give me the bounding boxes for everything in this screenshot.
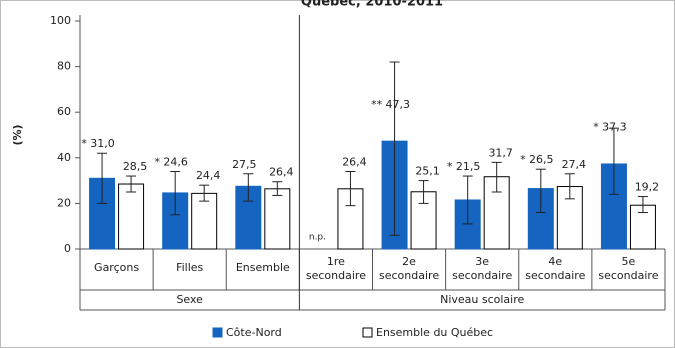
y-tick-label: 20 — [57, 196, 71, 209]
y-tick-label: 0 — [64, 242, 71, 255]
value-label: 27,5 — [232, 158, 257, 171]
value-label: * 37,3 — [593, 121, 627, 134]
value-label: * 31,0 — [81, 137, 115, 150]
y-tick-label: 40 — [57, 151, 71, 164]
y-axis-label: (%) — [11, 124, 24, 145]
x-tick-label: Filles — [176, 261, 203, 274]
group-label: Sexe — [176, 293, 203, 306]
value-label: n.p. — [309, 233, 326, 243]
value-label: 26,4 — [269, 166, 294, 179]
x-tick-label: 1re secondaire — [306, 255, 366, 282]
value-label: * 21,5 — [447, 160, 481, 173]
value-label: 26,4 — [342, 155, 367, 168]
value-label: 24,4 — [196, 169, 221, 182]
bar — [454, 199, 481, 250]
bar — [264, 188, 291, 250]
x-tick-label: 2e secondaire — [379, 255, 439, 282]
y-tick-label: 100 — [50, 14, 71, 27]
value-label: ** 47,3 — [371, 98, 410, 111]
value-label: * 24,6 — [154, 155, 188, 168]
bar — [191, 192, 218, 250]
value-label: 27,4 — [562, 158, 587, 171]
value-label: * 26,5 — [520, 153, 554, 166]
legend-swatch — [362, 327, 373, 338]
chart-title: Québec, 2010-2011 — [301, 0, 443, 10]
x-tick-label: Ensemble — [236, 261, 290, 274]
bar — [118, 183, 145, 250]
value-label: 31,7 — [488, 146, 513, 159]
y-tick-label: 80 — [57, 60, 71, 73]
group-label: Niveau scolaire — [440, 293, 524, 306]
x-tick-label: Garçons — [94, 261, 139, 274]
x-tick-label: 3e secondaire — [452, 255, 512, 282]
x-tick-label: 4e secondaire — [525, 255, 585, 282]
legend-label: Ensemble du Québec — [376, 326, 493, 339]
value-label: 19,2 — [635, 181, 660, 194]
legend-label: Côte-Nord — [226, 326, 282, 339]
x-tick-label: 5e secondaire — [598, 255, 658, 282]
legend-swatch — [212, 327, 223, 338]
value-label: 25,1 — [415, 165, 440, 178]
value-label: 28,5 — [123, 160, 148, 173]
y-tick-label: 60 — [57, 105, 71, 118]
